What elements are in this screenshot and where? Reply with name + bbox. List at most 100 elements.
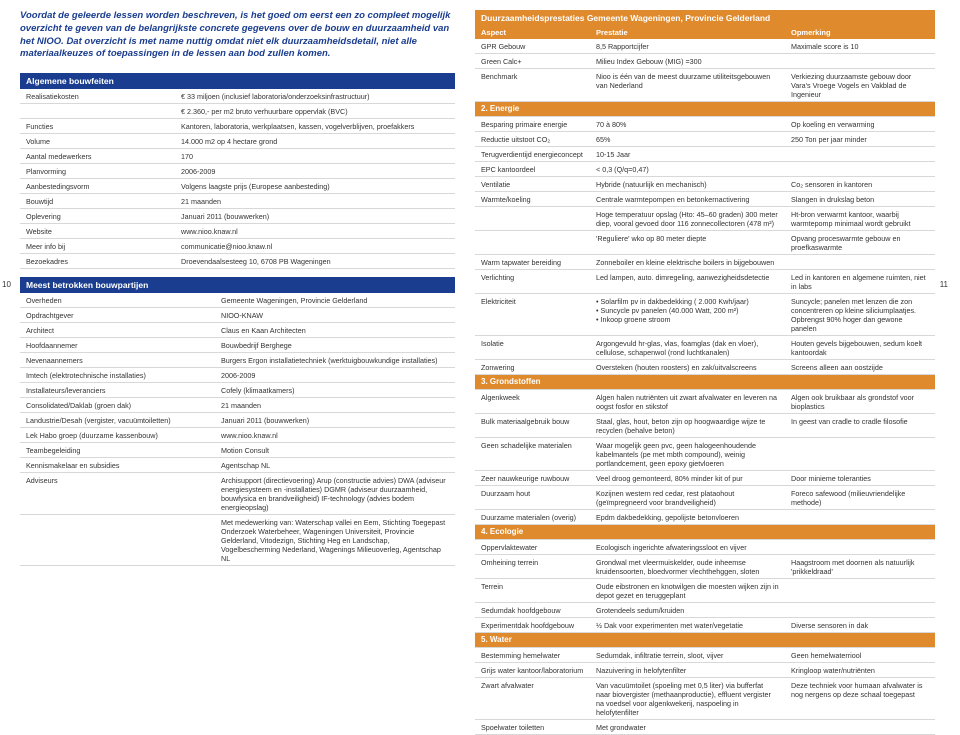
table-cell: In geest van cradle to cradle filosofie	[785, 414, 935, 438]
table-cell: Grijs water kantoor/laboratorium	[475, 663, 590, 678]
table-cell: 10-15 Jaar	[590, 147, 785, 162]
table-cell: Led lampen, auto. dimregeling, aanwezigh…	[590, 270, 785, 294]
table-cell: Omheining terrein	[475, 555, 590, 579]
table-cell: Teambegeleiding	[20, 443, 215, 458]
table-cell: Ht-bron verwarmt kantoor, waarbij warmte…	[785, 207, 935, 231]
table-cell: Zonwering	[475, 360, 590, 375]
table-cell: 65%	[590, 132, 785, 147]
table-cell: 8,5 Rapportcijfer	[590, 39, 785, 54]
section-partijen-header: Meest betrokken bouwpartijen	[20, 277, 455, 293]
table-cell	[785, 720, 935, 735]
table-cell: Centrale warmtepompen en betonkernactive…	[590, 192, 785, 207]
table-cell: Volgens laagste prijs (Europese aanbeste…	[175, 179, 455, 194]
table-cell: Zwart afvalwater	[475, 678, 590, 720]
table-cell: Aanbestedingsvorm	[20, 179, 175, 194]
table-cell: Duurzame materialen (overig)	[475, 510, 590, 525]
table-cell: Kennismakelaar en subsidies	[20, 458, 215, 473]
group-header: 3. Grondstoffen	[475, 375, 935, 390]
table-cell: Lek Habo groep (duurzame kassenbouw)	[20, 428, 215, 443]
table-cell: Meer info bij	[20, 239, 175, 254]
table-cell: Zeer nauwkeurige ruwbouw	[475, 471, 590, 486]
table-cell: Maximale score is 10	[785, 39, 935, 54]
table-cell: Aantal medewerkers	[20, 149, 175, 164]
table-cell	[785, 510, 935, 525]
table-cell	[785, 147, 935, 162]
table-cell	[475, 231, 590, 255]
table-cell: Archisupport (directievoering) Arup (con…	[215, 473, 455, 515]
table-cell: Droevendaalsesteeg 10, 6708 PB Wageninge…	[175, 254, 455, 269]
table-cell: Motion Consult	[215, 443, 455, 458]
table-cell: Nioo is één van de meest duurzame utilit…	[590, 69, 785, 102]
table-cell: Terugverdientijd energieconcept	[475, 147, 590, 162]
table-cell: Realisatiekosten	[20, 89, 175, 104]
page-number-left: 10	[2, 280, 11, 289]
table-cell: Architect	[20, 323, 215, 338]
table-cell: Slangen in drukslag beton	[785, 192, 935, 207]
table-cell: Duurzaam hout	[475, 486, 590, 510]
table-cell: Bulk materiaalgebruik bouw	[475, 414, 590, 438]
table-cell: 250 Ton per jaar minder	[785, 132, 935, 147]
table-cell: Hoofdaannemer	[20, 338, 215, 353]
table-cell	[20, 104, 175, 119]
table-cell: Nazuivering in helofytenfilter	[590, 663, 785, 678]
table-cell: Besparing primaire energie	[475, 117, 590, 132]
table-cell: Epdm dakbedekking, gepolijste betonvloer…	[590, 510, 785, 525]
table-cell: Hybride (natuurlijk en mechanisch)	[590, 177, 785, 192]
table-cell: Ecologisch ingerichte afwateringssloot e…	[590, 540, 785, 555]
table-cell: Houten gevels bijgebouwen, sedum koelt k…	[785, 336, 935, 360]
table-cell: Landustrie/Desah (vergister, vacuümtoile…	[20, 413, 215, 428]
table-cell: Verlichting	[475, 270, 590, 294]
table-cell: Functies	[20, 119, 175, 134]
table-cell	[785, 540, 935, 555]
table-cell: Gemeente Wageningen, Provincie Gelderlan…	[215, 293, 455, 308]
table-cell	[785, 438, 935, 471]
column-header: Opmerking	[785, 26, 935, 39]
intro-text: Voordat de geleerde lessen worden beschr…	[20, 10, 455, 61]
table-cell: Veel droog gemonteerd, 80% minder kit of…	[590, 471, 785, 486]
table-cell: Volume	[20, 134, 175, 149]
table-cell: communicatie@nioo.knaw.nl	[175, 239, 455, 254]
table-cell: Verkiezing duurzaamste gebouw door Vara'…	[785, 69, 935, 102]
table-cell: Geen hemelwaterriool	[785, 648, 935, 663]
column-header: Aspect	[475, 26, 590, 39]
table-cell: Kringloop water/nutriënten	[785, 663, 935, 678]
table-cell: Kantoren, laboratoria, werkplaatsen, kas…	[175, 119, 455, 134]
table-cell	[785, 603, 935, 618]
table-cell: Green Calc+	[475, 54, 590, 69]
table-cell: 70 à 80%	[590, 117, 785, 132]
table-cell: Warm tapwater bereiding	[475, 255, 590, 270]
table-cell: Januari 2011 (bouwwerken)	[175, 209, 455, 224]
table-cell: Januari 2011 (bouwwerken)	[215, 413, 455, 428]
table-cell: Deze techniek voor humaan afvalwater is …	[785, 678, 935, 720]
table-cell: Algen ook bruikbaar als grondstof voor b…	[785, 390, 935, 414]
table-duurzaam: AspectPrestatieOpmerking GPR Gebouw8,5 Ra…	[475, 26, 935, 735]
table-cell: Consolidated/Daklab (groen dak)	[20, 398, 215, 413]
table-cell: Led in kantoren en algemene ruimten, nie…	[785, 270, 935, 294]
table-algemene: Realisatiekosten€ 33 miljoen (inclusief …	[20, 89, 455, 269]
table-cell: Grotendeels sedum/kruiden	[590, 603, 785, 618]
table-partijen: OverhedenGemeente Wageningen, Provincie …	[20, 293, 455, 566]
table-cell: 2006-2009	[215, 368, 455, 383]
table-cell: Sedumdak hoofdgebouw	[475, 603, 590, 618]
table-cell: Grondwal met vleermuiskelder, oude inhee…	[590, 555, 785, 579]
table-cell: Installateurs/leveranciers	[20, 383, 215, 398]
table-cell: Oplevering	[20, 209, 175, 224]
table-cell: Co₂ sensoren in kantoren	[785, 177, 935, 192]
column-header: Prestatie	[590, 26, 785, 39]
table-cell: Diverse sensoren in dak	[785, 618, 935, 633]
table-cell: Benchmark	[475, 69, 590, 102]
table-cell: Kozijnen western red cedar, rest plataoh…	[590, 486, 785, 510]
section-duurzaam-header: Duurzaamheidsprestaties Gemeente Wagenin…	[475, 10, 935, 26]
section-algemene-header: Algemene bouwfeiten	[20, 73, 455, 89]
table-cell: Planvorming	[20, 164, 175, 179]
table-cell: ½ Dak voor experimenten met water/vegeta…	[590, 618, 785, 633]
table-cell: Van vacuümtoilet (spoeling met 0,5 liter…	[590, 678, 785, 720]
table-cell: • Solarfilm pv in dakbedekking ( 2.000 K…	[590, 294, 785, 336]
table-cell: Elektriciteit	[475, 294, 590, 336]
table-cell: GPR Gebouw	[475, 39, 590, 54]
table-cell: Met medewerking van: Waterschap vallei e…	[215, 515, 455, 566]
table-cell: Bezoekadres	[20, 254, 175, 269]
table-cell	[785, 162, 935, 177]
table-cell: Spoelwater toiletten	[475, 720, 590, 735]
group-header: 2. Energie	[475, 102, 935, 117]
